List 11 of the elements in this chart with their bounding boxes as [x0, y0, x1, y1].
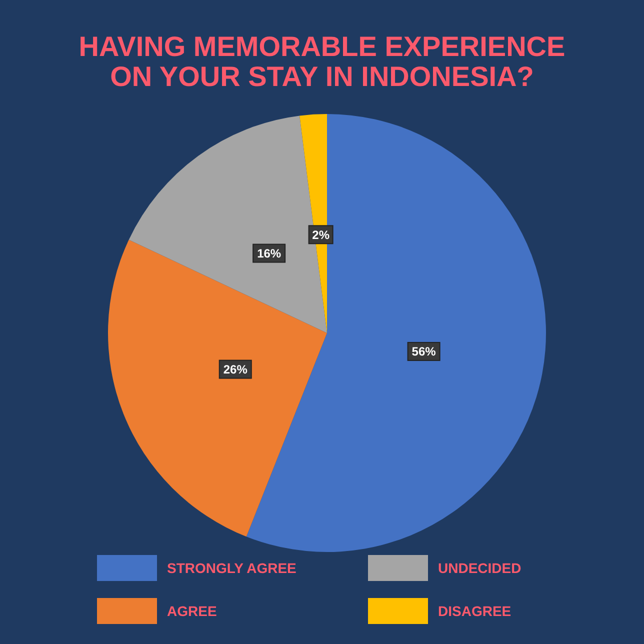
data-label: 2% [312, 228, 330, 242]
pie-slice [108, 240, 327, 537]
pie-slice [246, 114, 546, 552]
data-label: 16% [257, 246, 282, 260]
legend-label: STRONGLY AGREE [167, 560, 296, 576]
legend-label: AGREE [167, 602, 217, 619]
legend-label: UNDECIDED [438, 560, 522, 576]
chart-title: HAVING MEMORABLE EXPERIENCE ON YOUR STAY IN INDONESIA? [78, 31, 566, 92]
data-label: 56% [412, 344, 436, 359]
data-label: 26% [223, 362, 248, 376]
legend-label: DISAGREE [438, 602, 512, 619]
